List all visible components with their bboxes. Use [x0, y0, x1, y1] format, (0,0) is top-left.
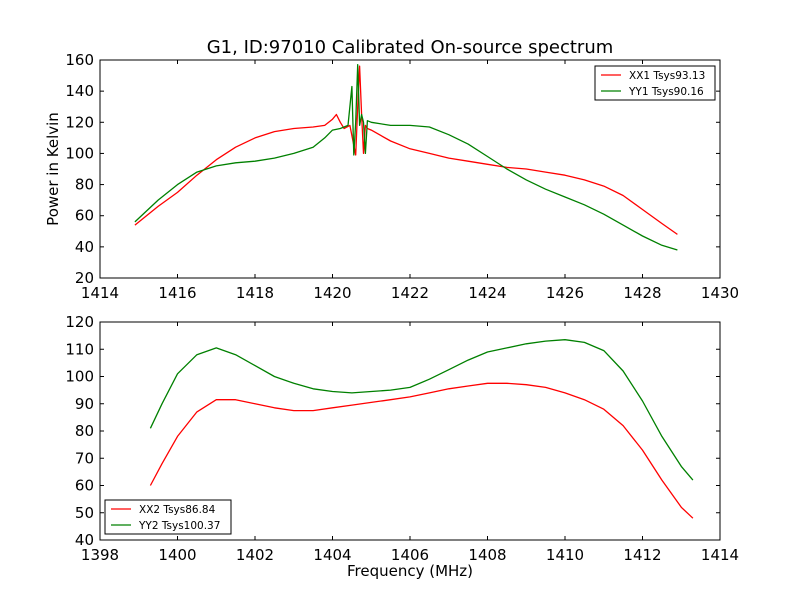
- plot1-y-tick-label: 40: [75, 531, 94, 549]
- plot1-y-tick-label: 110: [65, 340, 94, 358]
- plot0-x-tick-label: 1424: [468, 284, 506, 302]
- plot1-x-tick-label: 1410: [546, 546, 584, 564]
- plot1-y-tick-label: 100: [65, 368, 94, 386]
- plot1-y-tick-label: 80: [75, 422, 94, 440]
- plot0-x-tick-label: 1422: [391, 284, 429, 302]
- plot1-legend-box: [104, 499, 232, 535]
- plot1-legend-label: YY2 Tsys100.37: [138, 520, 220, 532]
- figure-title: G1, ID:97010 Calibrated On-source spectr…: [207, 37, 614, 58]
- plot1-x-tick-label: 1402: [236, 546, 274, 564]
- plot0-x-tick-label: 1418: [236, 284, 274, 302]
- plot1-y-tick-label: 70: [75, 449, 94, 467]
- plot0-y-tick-label: 160: [65, 51, 94, 69]
- plot0-legend: XX1 Tsys93.13 YY1 Tsys90.16: [594, 65, 716, 101]
- plot0-x-tick-label: 1430: [701, 284, 739, 302]
- plot0-legend-label: YY1 Tsys90.16: [628, 86, 704, 98]
- plot0-x-tick-label: 1428: [623, 284, 661, 302]
- plot0-x-tick-label: 1426: [546, 284, 584, 302]
- plot0-x-tick-label: 1414: [81, 284, 119, 302]
- plot0-y-tick-label: 80: [75, 176, 94, 194]
- plot1-x-tick-label: 1408: [468, 546, 506, 564]
- plot0-legend-box: [594, 65, 716, 101]
- plot1-x-tick-label: 1406: [391, 546, 429, 564]
- plot1-x-tick-label: 1400: [158, 546, 196, 564]
- plot1-y-tick-label: 60: [75, 477, 94, 495]
- plot1-y-tick-label: 120: [65, 313, 94, 331]
- plot0-y-tick-label: 40: [75, 238, 94, 256]
- plot1-x-tick-label: 1412: [623, 546, 661, 564]
- plot0-legend-label: XX1 Tsys93.13: [629, 70, 705, 82]
- plot0-y-tick-label: 20: [75, 269, 94, 287]
- plot1-legend-label: XX2 Tsys86.84: [139, 504, 216, 516]
- plot0-y-tick-label: 100: [65, 144, 94, 162]
- plot1-y-tick-label: 90: [75, 395, 94, 413]
- plot0-x-tick-label: 1420: [313, 284, 351, 302]
- plot0-series-line-2: [134, 64, 678, 251]
- plot1-series-line-2: [149, 339, 694, 481]
- plot0-y-tick-label: 140: [65, 82, 94, 100]
- plot0-y-axis-label: Power in Kelvin: [44, 112, 62, 226]
- plot0-y-tick-label: 120: [65, 113, 94, 131]
- top-spectrum-plot: 1414 1416 1418 1420 1422 1424 1426 1428 1430 20 40…: [44, 51, 739, 302]
- plot1-x-tick-label: 1398: [81, 546, 119, 564]
- bottom-spectrum-plot: 1398 1400 1402 1404 1406 1408 1410 1412 1414 40 50…: [65, 313, 739, 580]
- plot1-series-line-1: [149, 382, 694, 519]
- plot1-x-tick-label: 1414: [701, 546, 739, 564]
- plot0-y-tick-label: 60: [75, 207, 94, 225]
- plot0-x-tick-label: 1416: [158, 284, 196, 302]
- plot1-x-axis-label: Frequency (MHz): [347, 562, 473, 580]
- plot1-x-tick-label: 1404: [313, 546, 351, 564]
- plot1-y-tick-label: 50: [75, 504, 94, 522]
- plot1-legend: XX2 Tsys86.84 YY2 Tsys100.37: [104, 499, 232, 535]
